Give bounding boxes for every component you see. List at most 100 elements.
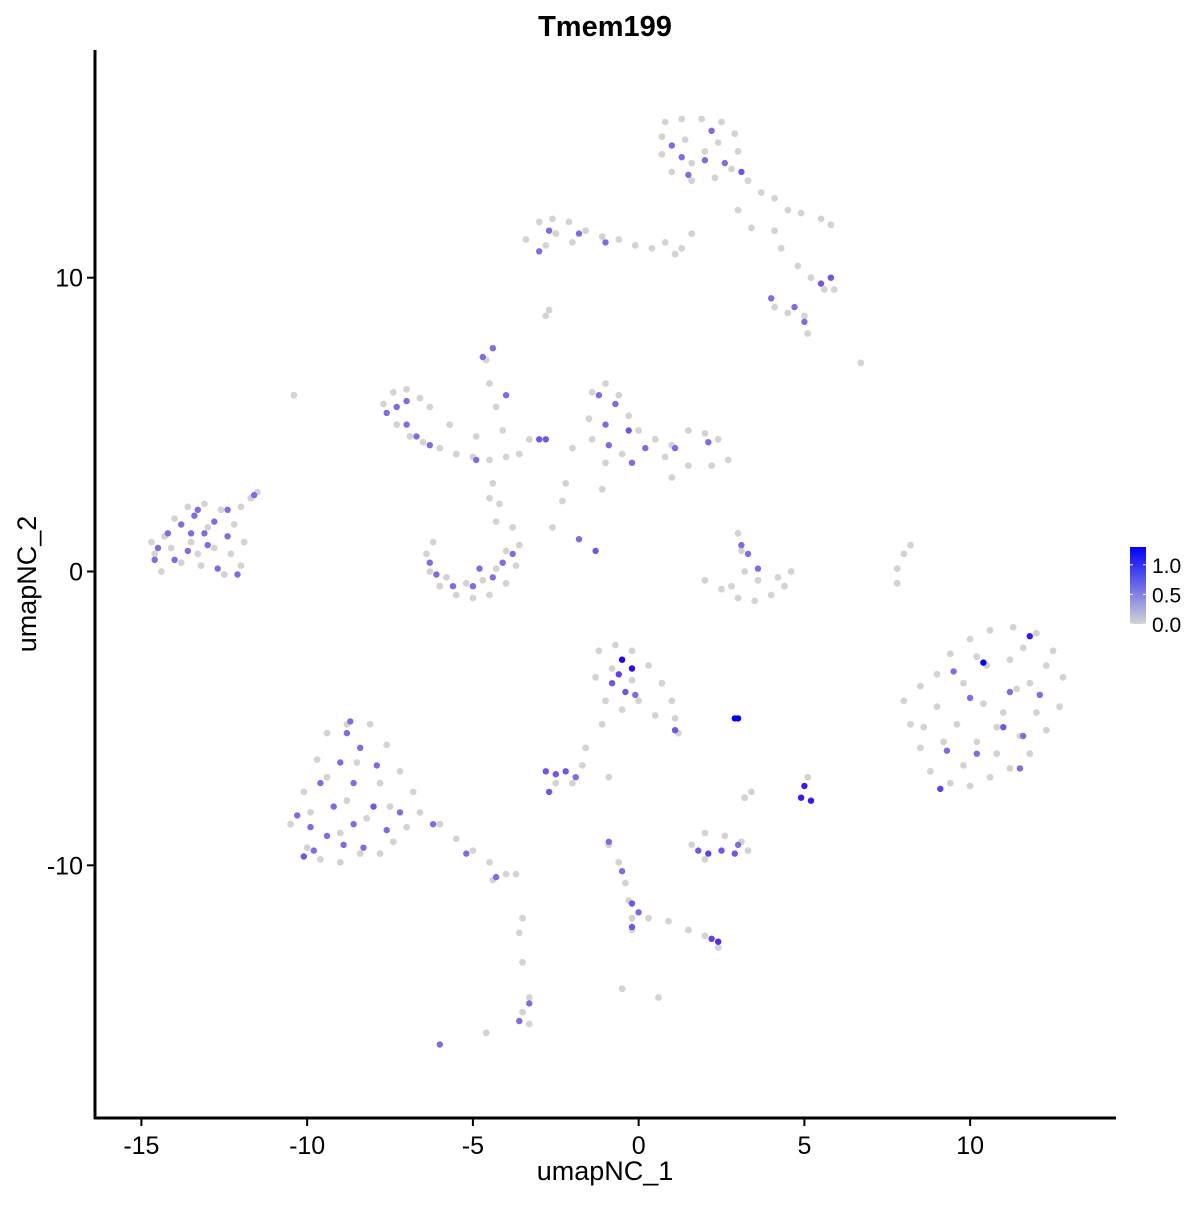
cell-point xyxy=(559,497,566,505)
cell-point xyxy=(628,914,636,922)
expressing-cell-point xyxy=(224,506,231,513)
cell-point xyxy=(966,635,974,643)
cell-point xyxy=(336,859,344,866)
expressing-cell-point xyxy=(671,444,679,452)
cell-point xyxy=(184,503,192,511)
expressing-cell-point xyxy=(628,665,636,672)
colorbar-tick-label: 1.0 xyxy=(1152,555,1181,578)
cell-point xyxy=(741,794,749,802)
x-tick-label: 10 xyxy=(956,1132,984,1160)
cell-point xyxy=(734,206,742,214)
expressing-cell-point xyxy=(552,771,559,778)
cell-point xyxy=(592,673,599,681)
cell-point xyxy=(436,582,444,590)
cell-point xyxy=(651,712,659,719)
cell-point xyxy=(452,450,460,458)
cell-point xyxy=(744,847,752,854)
chart-title: Tmem199 xyxy=(538,11,672,43)
cell-point xyxy=(598,720,606,728)
expressing-cell-point xyxy=(817,280,825,287)
cell-point xyxy=(588,388,596,396)
expressing-cell-point xyxy=(476,565,483,572)
cell-point xyxy=(336,829,344,837)
cell-point xyxy=(446,421,454,428)
cell-point xyxy=(187,538,195,546)
expressing-cell-point xyxy=(492,873,500,881)
cell-point xyxy=(482,1029,490,1037)
cell-point xyxy=(993,723,1001,731)
expressing-cell-point xyxy=(731,715,738,722)
expressing-cell-point xyxy=(360,844,367,851)
cell-point xyxy=(502,547,510,555)
cell-point xyxy=(784,206,792,214)
cell-point xyxy=(648,244,656,252)
cell-point xyxy=(496,500,503,508)
cell-point xyxy=(303,844,311,852)
expressing-cell-point xyxy=(516,1017,523,1025)
expressing-cell-point xyxy=(705,439,712,446)
colorbar-tick-label: 0.0 xyxy=(1152,614,1181,637)
cell-point xyxy=(545,306,553,314)
cell-point xyxy=(307,809,314,816)
cell-point xyxy=(920,723,928,731)
expressing-cell-point xyxy=(214,565,221,572)
cell-point xyxy=(502,870,510,878)
cell-point xyxy=(406,433,414,440)
expressing-cell-point xyxy=(337,759,344,766)
cell-point xyxy=(519,914,526,922)
expressing-cell-point xyxy=(708,935,715,942)
cell-point xyxy=(608,665,616,672)
cell-point xyxy=(472,433,480,440)
expressing-cell-point xyxy=(718,847,725,854)
cell-point xyxy=(771,303,778,311)
cell-point xyxy=(1049,647,1057,655)
expressing-cell-point xyxy=(768,295,775,302)
expressing-cell-point xyxy=(536,436,543,443)
y-tick-label: -10 xyxy=(47,852,83,880)
cell-point xyxy=(807,274,815,282)
x-tick-label: 0 xyxy=(632,1132,646,1160)
cell-point xyxy=(661,453,669,461)
cell-point xyxy=(230,521,238,528)
expressing-cell-point xyxy=(1020,732,1027,740)
expressing-cell-point xyxy=(383,409,390,417)
expressing-cell-point xyxy=(545,788,553,796)
cell-point xyxy=(502,579,510,587)
cell-point xyxy=(986,773,994,781)
cell-point xyxy=(618,985,626,993)
cell-point xyxy=(830,286,838,293)
expressing-cell-point xyxy=(526,1000,533,1007)
expressing-cell-point xyxy=(966,694,974,702)
cell-point xyxy=(615,391,623,399)
expressing-cell-point xyxy=(294,812,301,819)
expressing-cell-point xyxy=(347,718,354,725)
cell-point xyxy=(353,759,361,766)
expressing-cell-point xyxy=(317,779,324,787)
expressing-cell-point xyxy=(612,400,619,408)
data-points xyxy=(148,115,1067,1048)
expressing-cell-point xyxy=(950,668,957,675)
expressing-cell-point xyxy=(171,556,178,563)
cell-point xyxy=(151,550,159,558)
cell-point xyxy=(900,550,908,558)
cell-point xyxy=(157,568,165,575)
expressing-cell-point xyxy=(323,832,331,840)
cell-point xyxy=(628,676,636,684)
cell-point xyxy=(917,744,924,752)
cell-point xyxy=(582,227,589,235)
expressing-cell-point xyxy=(154,544,162,552)
expressing-cell-point xyxy=(575,230,583,237)
cell-point xyxy=(167,544,175,552)
cell-point xyxy=(423,550,430,558)
expressing-cell-point xyxy=(605,838,612,845)
cell-point xyxy=(486,591,493,599)
cell-point xyxy=(744,177,752,185)
cell-point xyxy=(622,879,629,887)
expressing-cell-point xyxy=(234,571,241,578)
expressing-cell-point xyxy=(705,850,712,857)
cell-point xyxy=(993,750,1001,758)
cell-point xyxy=(741,568,749,575)
cell-point xyxy=(426,403,434,411)
expressing-cell-point xyxy=(602,239,609,246)
cell-point xyxy=(1043,726,1050,734)
